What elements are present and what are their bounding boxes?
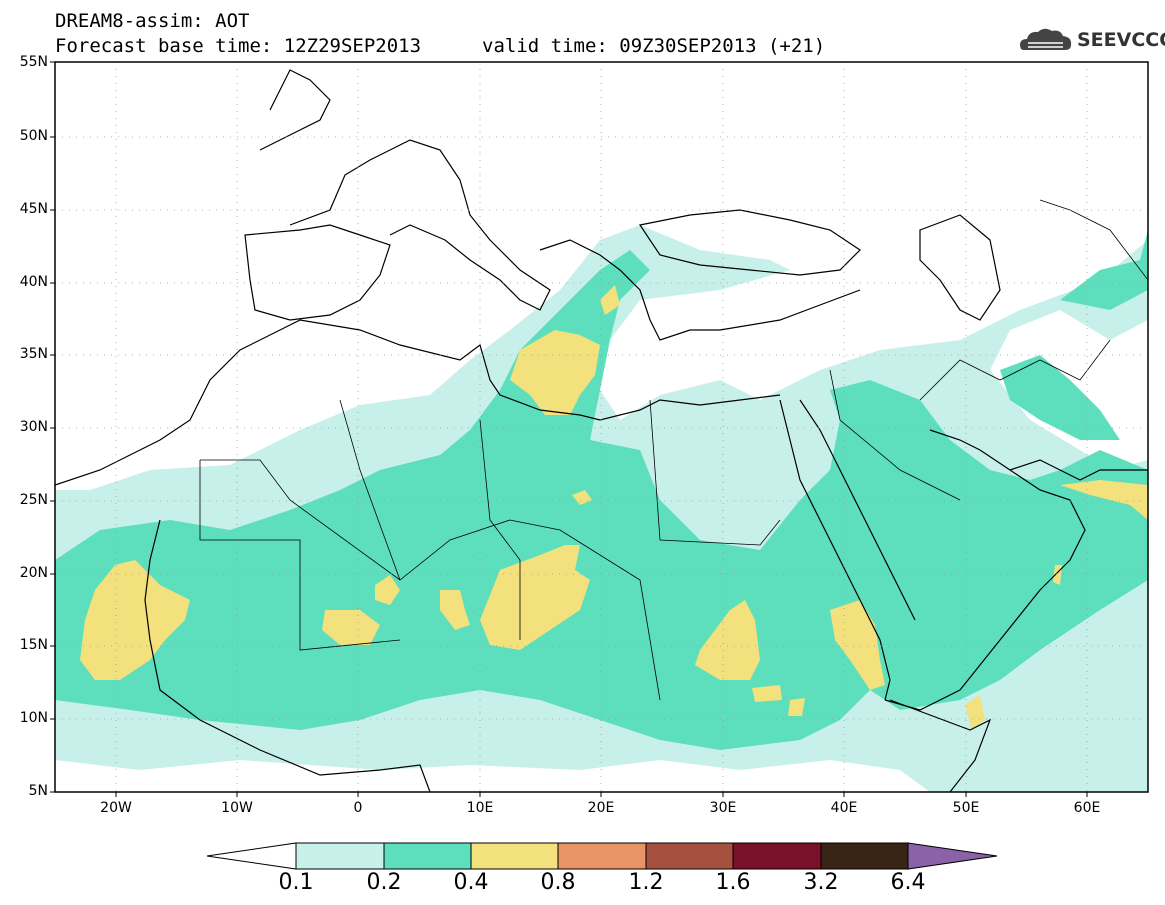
colorbar-label: 0.2 [366, 870, 402, 895]
lat-label: 50N [19, 128, 48, 144]
aot-band-0.2-east [1000, 355, 1120, 440]
aot-band-0.4-west-africa [80, 560, 190, 680]
lon-label: 30E [709, 800, 737, 816]
seevccc-logo: SEEVCCC [1077, 29, 1165, 51]
coastline-gulf [1009, 459, 1148, 481]
coastline-arabia [884, 429, 1086, 711]
lat-label: 25N [19, 492, 48, 508]
coastline-caspian [919, 214, 1001, 321]
aot-band-0.4-ethiopia [752, 685, 782, 702]
lat-label: 20N [19, 565, 48, 581]
lat-label: 5N [28, 783, 48, 799]
colorbar-label: 3.2 [803, 870, 839, 895]
aot-band-0.4-algeria [440, 590, 470, 630]
coastline-iberia [244, 224, 391, 321]
coastline-france-italy [289, 139, 551, 311]
colorbar-label: 6.4 [890, 870, 926, 895]
lon-label: 10E [466, 800, 494, 816]
coastlines [55, 69, 1148, 792]
colorbar-label: 0.4 [453, 870, 489, 895]
colorbar-swatch-0.2 [383, 842, 472, 870]
lon-label: 10W [221, 800, 253, 816]
aot-band-0.4-chad [480, 545, 590, 650]
lat-label: 45N [19, 201, 48, 217]
colorbar-swatch-3.2 [820, 842, 909, 870]
colorbar-label: 0.1 [278, 870, 314, 895]
aot-band-0.4-somalia [965, 695, 985, 730]
lon-label: 60E [1073, 800, 1101, 816]
lat-label: 40N [19, 274, 48, 290]
aot-band-0.4-sudan [695, 600, 760, 680]
lon-label: 20W [100, 800, 132, 816]
axis-ticks [50, 61, 1088, 797]
coastline-balkans [539, 239, 861, 341]
colorbar-label: 1.6 [715, 870, 751, 895]
lon-label: 50E [952, 800, 980, 816]
lat-label: 10N [19, 710, 48, 726]
colorbar-label: 1.2 [628, 870, 664, 895]
lat-label: 15N [19, 637, 48, 653]
aot-band-0.4-dot2 [788, 698, 805, 716]
colorbar-left-arrow [206, 842, 297, 870]
lon-label: 0 [353, 800, 363, 816]
aot-band-0.4-gulf [1060, 480, 1148, 520]
lat-label: 55N [19, 54, 48, 70]
aot-band-0.4-greece [600, 285, 620, 315]
valid-time: valid time: 09Z30SEP2013 (+21) [482, 35, 826, 57]
colorbar-right-arrow [907, 842, 998, 870]
colorbar-swatch-1.6 [732, 842, 822, 870]
forecast-base-time: Forecast base time: 12Z29SEP2013 [55, 35, 422, 57]
colorbar [206, 842, 998, 870]
colorbar-label: 0.8 [540, 870, 576, 895]
aot-band-0.2-caspian [1060, 230, 1148, 310]
coastline-black-sea [639, 209, 861, 276]
lat-lon-grid [55, 62, 1148, 792]
coastline-red-sea [779, 399, 916, 701]
aot-band-0.4-libya [510, 330, 600, 415]
lat-label: 30N [19, 419, 48, 435]
country-borders [199, 199, 1148, 701]
lon-label: 20E [587, 800, 615, 816]
aot-band-0.4-mali [322, 610, 380, 645]
cloud-logo-icon [1020, 28, 1072, 50]
colorbar-swatch-1.2 [645, 842, 734, 870]
aot-band-0.4-niger [375, 575, 400, 605]
lon-label: 40E [830, 800, 858, 816]
map-title: DREAM8-assim: AOT [55, 10, 250, 32]
colorbar-swatch-0.8 [557, 842, 647, 870]
lat-label: 35N [19, 346, 48, 362]
coastline-horn [889, 699, 992, 792]
colorbar-swatch-0.4 [470, 842, 559, 870]
colorbar-swatch-0.1 [295, 842, 385, 870]
coastline-atlantic-south [144, 519, 431, 792]
